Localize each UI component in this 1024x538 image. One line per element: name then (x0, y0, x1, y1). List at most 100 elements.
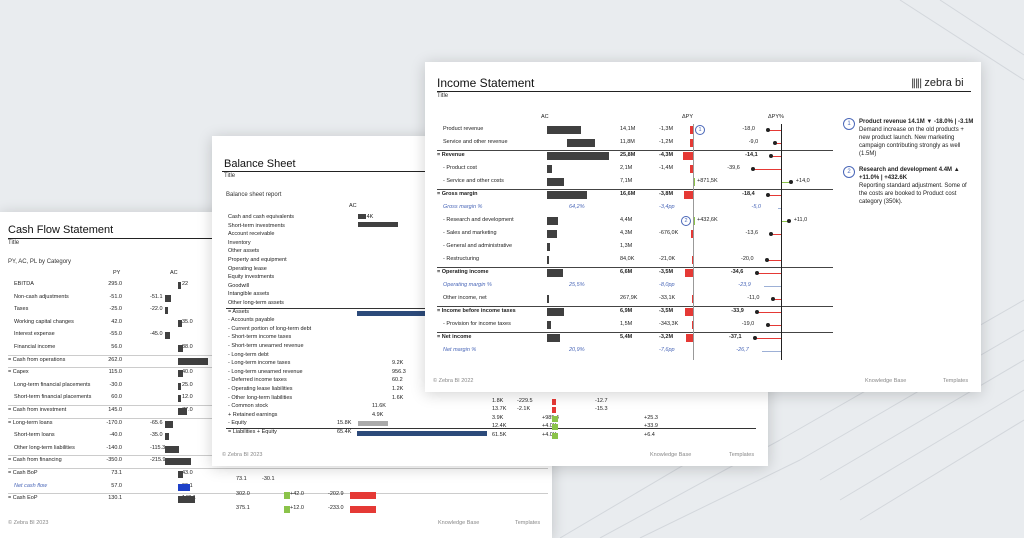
cf-row-separator (8, 493, 548, 495)
is-footer-knowledge-base[interactable]: Knowledge Base (865, 378, 907, 384)
is-col-ac: AC (541, 114, 549, 120)
cf-row-py: -51.0 (109, 293, 122, 300)
bs-row-label: - Operating lease liabilities (228, 386, 293, 392)
is-dpyp-pin (766, 128, 771, 132)
cf-row-ac: -65.6 (150, 419, 163, 426)
is-dpy-bar (685, 334, 693, 342)
is-dpy-value: -8,0pp (659, 282, 675, 288)
is-dpyp-stem (764, 286, 781, 287)
cf-row-label: Long-term financial placements (14, 381, 91, 388)
is-dpyp-value: -26,7 (736, 347, 749, 353)
balance-sheet-subtitle: Title (224, 173, 236, 179)
cf-extra-a: 375.1 (236, 505, 250, 511)
comment-marker-2[interactable]: 2 (681, 216, 691, 226)
is-dpy-bar (691, 256, 693, 264)
cf-row-ac: -115.3 (150, 444, 166, 451)
comment-block: 1 Product revenue 14.1M ▼ -18.0% | -3.1M D… (843, 118, 975, 158)
cf-bar (178, 382, 181, 390)
bs-footer-knowledge-base[interactable]: Knowledge Base (650, 452, 692, 458)
bs-var-bar (552, 399, 556, 405)
bs-footer-templates[interactable]: Templates (729, 452, 755, 458)
bs-row-value: 15.8K (337, 420, 352, 427)
bs-row-label: = Assets (228, 308, 249, 315)
is-ac-value: 2,1M (620, 165, 633, 171)
bs-footer-copyright: © Zebra BI 2023 (222, 452, 263, 458)
is-dpy-value: -4,3M (659, 152, 674, 158)
income-statement-card: Income Statement ‖‖| zebra bi Title AC Δ… (425, 62, 981, 392)
is-ac-value: 5,4M (620, 334, 633, 340)
cash-flow-report-label: PY, AC, PL by Category (8, 259, 72, 265)
is-dpy-bar (683, 152, 693, 160)
is-ac-bar (547, 165, 553, 173)
bs-row-label: Operating lease (228, 265, 267, 272)
is-row-label: Operating margin % (443, 282, 492, 288)
bs-row-label: - Accounts payable (228, 317, 275, 324)
bs-row-label: + Retained earnings (228, 411, 278, 418)
bs-row-value: 65.4K (337, 429, 352, 435)
cf-footer-knowledge-base[interactable]: Knowledge Base (438, 520, 480, 526)
is-dpy-value: -21,0K (659, 256, 676, 262)
cf-row-ac: 12.0 (182, 394, 193, 401)
cf-row-ac: -45.0 (150, 331, 163, 338)
bs-right-c: +6.4 (644, 432, 655, 438)
bs-row-label: Property and equipment (228, 257, 287, 263)
cf-row-py: 295.0 (108, 281, 122, 287)
cf-row-label: = Capex (8, 369, 29, 376)
cf-row-label: = Cash from financing (8, 457, 62, 464)
comment-number: 1 (843, 118, 855, 130)
is-ac-value: 1,5M (620, 321, 633, 327)
bs-right-c: +33.9 (644, 423, 658, 429)
cf-row-separator (8, 468, 548, 469)
is-ac-bar (567, 139, 596, 147)
is-ac-bar (547, 230, 558, 238)
is-ac-bar (547, 217, 558, 225)
is-dpyp-pin (762, 284, 766, 288)
bs-row-label: - Other long-term liabilities (228, 394, 293, 401)
income-title: Income Statement (437, 76, 535, 90)
is-dpyp-value: -5,0 (751, 204, 761, 210)
is-dpyp-value: -34,6 (730, 269, 744, 275)
comment-marker-1[interactable]: 1 (695, 125, 705, 135)
cf-footer-templates[interactable]: Templates (515, 520, 541, 526)
is-ac-value: 64,2% (569, 204, 585, 210)
is-dpyp-stem (767, 325, 781, 326)
is-separator (437, 332, 833, 333)
comments-panel: 1 Product revenue 14.1M ▼ -18.0% | -3.1M D… (843, 118, 975, 214)
cf-bar (178, 345, 183, 352)
cf-row-ac: 25.0 (182, 381, 193, 388)
bs-row-label: - Long-term debt (228, 351, 269, 358)
bs-row-label: Account receivable (228, 231, 275, 238)
cf-row-ac: -51.1 (150, 293, 163, 300)
is-col-dpy: ΔPY (682, 114, 694, 120)
bs-row-label: - Current portion of long-term debt (228, 325, 312, 332)
is-dpyp-stem (767, 260, 781, 261)
is-dpyp-value: -13,6 (745, 230, 759, 236)
cf-bar (165, 332, 171, 340)
comment-heading: Product revenue 14.1M ▼ -18.0% | -3.1M (859, 119, 974, 125)
bs-row-label: Equity investments (228, 274, 275, 281)
cf-row-py: -140.0 (106, 444, 122, 451)
cf-bar (178, 395, 181, 403)
bs-row-label: Cash and cash equivalents (228, 214, 295, 220)
cf-row-label: Financial income (14, 344, 56, 350)
bs-row-label: Other long-term assets (228, 300, 284, 306)
bs-var-bar (552, 433, 558, 439)
cf-bar (178, 357, 208, 365)
balance-sheet-title: Balance Sheet (224, 158, 296, 170)
is-ac-value: 25,5% (569, 282, 585, 288)
is-ac-value: 16,6M (620, 191, 636, 197)
bs-total-bar (357, 431, 487, 436)
is-dpyp-value: -18,0 (742, 126, 755, 132)
cf-row-label: Net cash flow (14, 482, 48, 489)
bs-row-label: - Long-term unearned revenue (228, 368, 303, 375)
cf-bar (165, 458, 191, 466)
is-footer-templates[interactable]: Templates (943, 378, 969, 384)
bs-right-a: 13.7K (492, 406, 507, 412)
cf-extra-b: +12.0 (290, 505, 304, 511)
is-dpyp-pin (788, 180, 793, 184)
cf-row-label: = Cash BoP (8, 470, 38, 476)
bs-var-bar (552, 416, 558, 422)
is-dpyp-pin (769, 154, 774, 158)
cf-extra-a: 73.1 (236, 476, 247, 482)
is-footer-copyright: © Zebra BI 2022 (433, 378, 474, 384)
